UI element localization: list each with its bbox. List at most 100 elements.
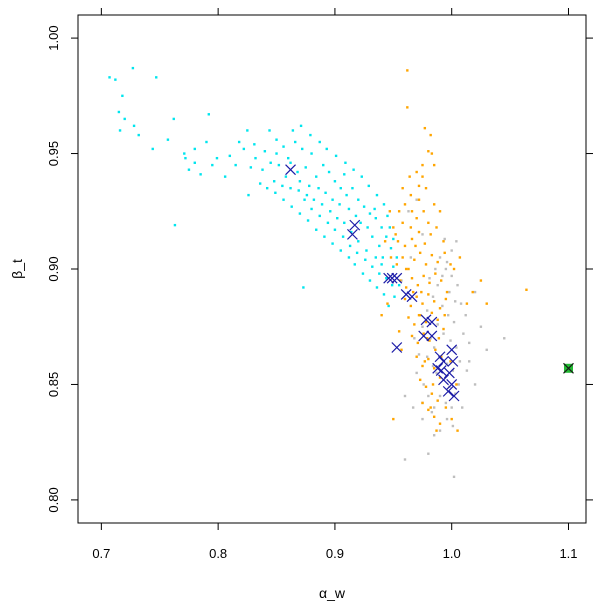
data-point: [341, 235, 345, 238]
data-point: [380, 313, 383, 317]
data-point: [450, 417, 453, 421]
data-point: [403, 244, 407, 248]
cross-point: [446, 379, 458, 390]
data-point: [503, 337, 506, 340]
data-point: [452, 320, 456, 324]
data-point: [485, 348, 488, 352]
data-point: [430, 410, 434, 414]
data-point: [382, 293, 386, 296]
data-point: [422, 332, 425, 335]
data-point: [436, 318, 439, 321]
data-point: [459, 302, 463, 305]
cross-point: [391, 272, 403, 284]
data-point: [199, 173, 202, 176]
data-point: [275, 152, 278, 155]
data-point: [432, 163, 436, 167]
data-point: [479, 279, 483, 282]
data-point: [298, 180, 302, 183]
data-point: [378, 244, 381, 248]
x-tick-label: 0.9: [326, 546, 344, 561]
data-point: [381, 256, 384, 259]
data-point: [155, 76, 158, 79]
data-point: [417, 184, 421, 188]
data-point: [183, 152, 186, 155]
data-point: [424, 320, 428, 324]
data-point: [380, 226, 383, 229]
data-point: [416, 283, 420, 287]
data-point: [413, 337, 416, 340]
data-point: [442, 332, 445, 335]
data-point: [415, 295, 418, 298]
data-point: [421, 417, 424, 421]
data-point: [436, 399, 439, 402]
data-point: [425, 355, 429, 358]
data-point: [368, 279, 372, 282]
data-point: [374, 256, 377, 259]
data-point: [172, 117, 175, 121]
data-point: [386, 302, 389, 305]
data-point: [424, 385, 428, 388]
data-point: [449, 360, 452, 363]
data-point: [352, 168, 355, 171]
data-point: [347, 207, 351, 211]
data-point: [445, 260, 449, 264]
data-point: [441, 274, 444, 278]
data-point: [455, 346, 458, 349]
data-point: [432, 367, 436, 370]
data-point: [277, 163, 281, 167]
data-point: [421, 364, 424, 368]
data-point: [396, 240, 400, 243]
cross-point: [447, 355, 459, 367]
data-point: [343, 221, 346, 225]
cross-point: [438, 374, 449, 386]
data-point: [410, 237, 414, 241]
data-point: [451, 369, 455, 372]
data-point: [407, 267, 410, 271]
data-point: [431, 295, 435, 298]
data-point: [361, 272, 365, 275]
data-point: [254, 156, 257, 160]
data-point: [441, 304, 444, 308]
cross-point: [400, 288, 412, 300]
data-point: [375, 193, 379, 197]
data-point: [338, 203, 341, 206]
data-point: [438, 429, 442, 432]
data-point: [289, 186, 292, 190]
data-point: [456, 283, 459, 287]
data-point: [382, 203, 386, 206]
data-point: [287, 156, 290, 160]
data-point: [296, 170, 299, 174]
data-point: [427, 150, 430, 153]
data-point: [118, 129, 122, 132]
data-point: [242, 147, 246, 151]
data-point: [438, 394, 442, 398]
data-point: [452, 475, 456, 479]
y-tick-label: 0.95: [46, 141, 61, 166]
data-point: [421, 175, 424, 178]
data-point: [360, 175, 363, 178]
data-point: [366, 226, 369, 229]
data-point: [215, 156, 219, 160]
data-point: [308, 184, 311, 188]
data-point: [247, 193, 250, 197]
data-point: [407, 316, 410, 319]
cross-point: [442, 385, 454, 397]
data-point: [368, 212, 372, 215]
data-point: [344, 161, 347, 164]
data-point: [299, 124, 303, 128]
data-point: [258, 182, 262, 185]
data-point: [427, 408, 430, 412]
data-point: [315, 175, 318, 178]
data-point: [380, 263, 383, 266]
data-point: [429, 406, 432, 409]
data-point: [429, 337, 432, 340]
data-point: [390, 283, 394, 287]
data-point: [297, 189, 300, 192]
data-point: [431, 383, 435, 386]
data-point: [417, 353, 421, 356]
data-point: [457, 383, 460, 386]
data-point: [429, 233, 432, 236]
data-point: [458, 256, 462, 259]
data-point: [228, 154, 232, 158]
data-point: [434, 267, 437, 271]
